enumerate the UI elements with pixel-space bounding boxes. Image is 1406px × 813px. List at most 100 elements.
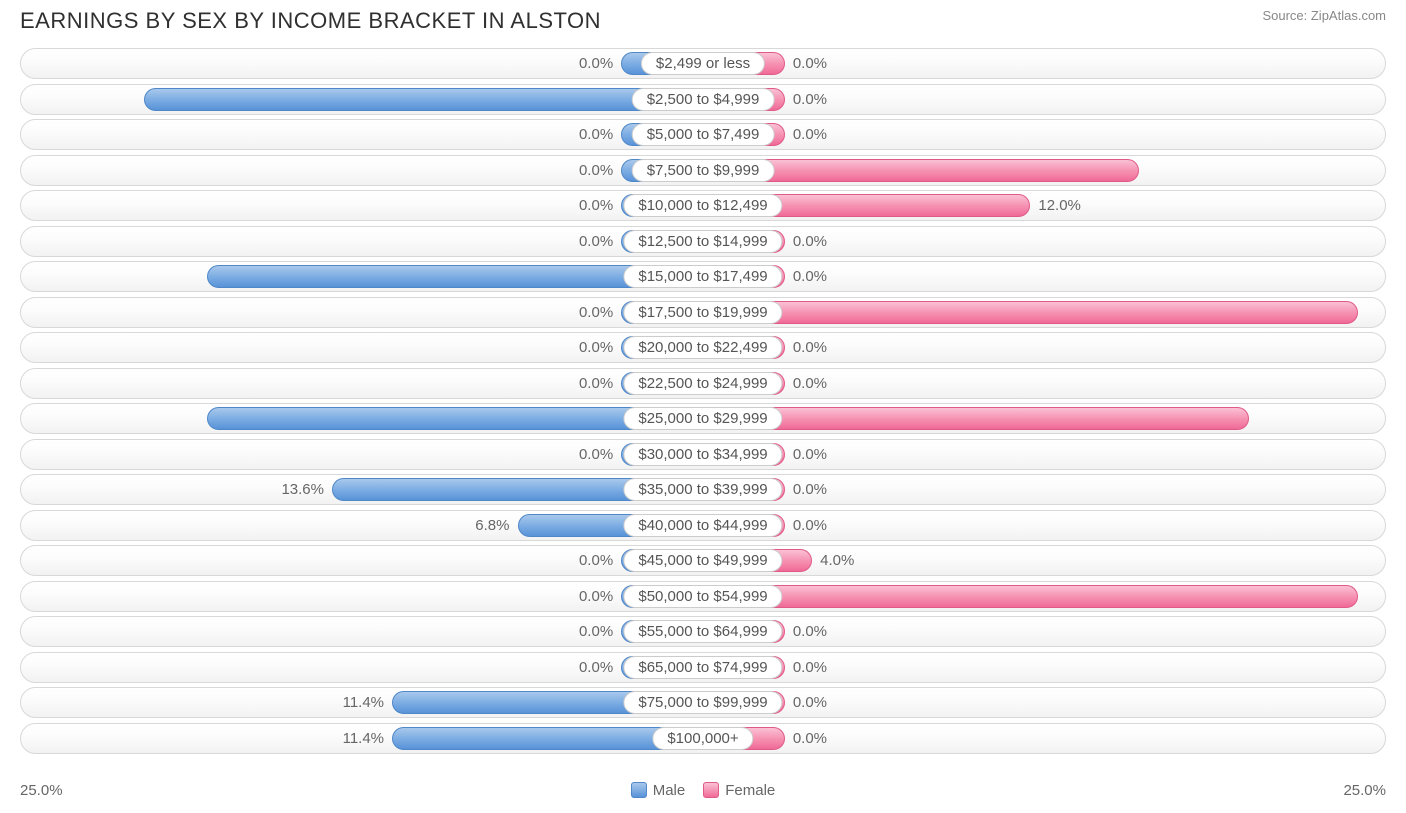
male-value: 0.0%: [579, 582, 613, 612]
category-label: $20,000 to $22,499: [623, 336, 782, 359]
female-value: 0.0%: [793, 85, 827, 115]
male-half: 0.0%: [21, 227, 703, 256]
male-half: 20.5%: [21, 85, 703, 114]
chart-row: 20.5% 0.0% $2,500 to $4,999: [20, 84, 1386, 115]
category-label: $25,000 to $29,999: [623, 407, 782, 430]
category-label: $45,000 to $49,999: [623, 549, 782, 572]
female-value: 0.0%: [793, 511, 827, 541]
male-value: 0.0%: [579, 333, 613, 363]
female-half: 0.0%: [703, 475, 1385, 504]
category-label: $10,000 to $12,499: [623, 194, 782, 217]
chart-row: 18.2%0.0%$15,000 to $17,499: [20, 261, 1386, 292]
female-value: 0.0%: [793, 227, 827, 257]
category-label: $100,000+: [652, 727, 753, 750]
category-label: $2,499 or less: [641, 52, 765, 75]
category-label: $22,500 to $24,999: [623, 372, 782, 395]
male-value: 0.0%: [579, 440, 613, 470]
male-half: 0.0%: [21, 582, 703, 611]
male-value: 0.0%: [579, 298, 613, 328]
male-value: 0.0%: [579, 49, 613, 79]
female-value: 24.0%: [703, 298, 1358, 328]
chart-row: 0.0%24.0%$17,500 to $19,999: [20, 297, 1386, 328]
female-value: 0.0%: [793, 688, 827, 718]
category-label: $2,500 to $4,999: [632, 88, 775, 111]
male-value: 0.0%: [579, 653, 613, 683]
female-value: 12.0%: [1038, 191, 1081, 221]
female-half: 12.0%: [703, 191, 1385, 220]
legend: Male Female: [631, 782, 776, 799]
male-half: 0.0%: [21, 156, 703, 185]
chart-row: 0.0% 12.0% $10,000 to $12,499: [20, 190, 1386, 221]
category-label: $5,000 to $7,499: [632, 123, 775, 146]
female-half: 0.0%: [703, 688, 1385, 717]
female-half: 0.0%: [703, 120, 1385, 149]
female-value: 0.0%: [793, 617, 827, 647]
male-value: 20.5%: [144, 85, 703, 115]
male-half: 0.0%: [21, 617, 703, 646]
category-label: $65,000 to $74,999: [623, 656, 782, 679]
female-half: 0.0%: [703, 262, 1385, 291]
female-half: 0.0%: [703, 617, 1385, 646]
male-value: 13.6%: [281, 475, 324, 505]
female-half: 0.0%: [703, 511, 1385, 540]
female-half: 16.0%: [703, 156, 1385, 185]
category-label: $15,000 to $17,499: [623, 265, 782, 288]
male-half: 18.2%: [21, 404, 703, 433]
male-half: 0.0%: [21, 333, 703, 362]
chart-row: 0.0%0.0%$22,500 to $24,999: [20, 368, 1386, 399]
female-half: 0.0%: [703, 227, 1385, 256]
chart-title: EARNINGS BY SEX BY INCOME BRACKET IN ALS…: [20, 8, 601, 34]
swatch-female: [703, 782, 719, 798]
female-value: 24.0%: [703, 582, 1358, 612]
chart-area: 0.0%0.0%$2,499 or less20.5%0.0%$2,500 to…: [0, 38, 1406, 754]
chart-row: 6.8% 0.0% $40,000 to $44,999: [20, 510, 1386, 541]
female-half: 0.0%: [703, 653, 1385, 682]
female-half: 24.0%: [703, 582, 1385, 611]
male-half: 13.6%: [21, 475, 703, 504]
male-half: 0.0%: [21, 120, 703, 149]
female-half: 0.0%: [703, 724, 1385, 753]
swatch-male: [631, 782, 647, 798]
legend-item-male: Male: [631, 782, 686, 799]
axis-max-left: 25.0%: [20, 782, 63, 799]
category-label: $7,500 to $9,999: [632, 159, 775, 182]
male-half: 0.0%: [21, 191, 703, 220]
chart-row: 0.0% 0.0% $20,000 to $22,499: [20, 332, 1386, 363]
male-half: 6.8%: [21, 511, 703, 540]
female-value: 0.0%: [793, 724, 827, 754]
chart-row: 18.2%20.0%$25,000 to $29,999: [20, 403, 1386, 434]
female-half: 0.0%: [703, 440, 1385, 469]
female-value: 0.0%: [793, 653, 827, 683]
chart-row: 0.0%0.0%$12,500 to $14,999: [20, 226, 1386, 257]
category-label: $30,000 to $34,999: [623, 443, 782, 466]
chart-row: 0.0% 4.0% $45,000 to $49,999: [20, 545, 1386, 576]
female-value: 20.0%: [703, 404, 1249, 434]
chart-row: 0.0%16.0%$7,500 to $9,999: [20, 155, 1386, 186]
male-half: 0.0%: [21, 546, 703, 575]
legend-label-male: Male: [653, 782, 686, 799]
legend-label-female: Female: [725, 782, 775, 799]
male-value: 0.0%: [579, 617, 613, 647]
chart-source: Source: ZipAtlas.com: [1262, 8, 1386, 23]
chart-row: 0.0%0.0%$5,000 to $7,499: [20, 119, 1386, 150]
female-value: 0.0%: [793, 475, 827, 505]
male-half: 11.4%: [21, 688, 703, 717]
chart-row: 13.6% 0.0% $35,000 to $39,999: [20, 474, 1386, 505]
chart-header: EARNINGS BY SEX BY INCOME BRACKET IN ALS…: [0, 0, 1406, 38]
category-label: $40,000 to $44,999: [623, 514, 782, 537]
female-half: 0.0%: [703, 369, 1385, 398]
female-half: 24.0%: [703, 298, 1385, 327]
chart-row: 11.4%0.0%$100,000+: [20, 723, 1386, 754]
female-value: 0.0%: [793, 333, 827, 363]
male-value: 0.0%: [579, 227, 613, 257]
female-value: 0.0%: [793, 369, 827, 399]
female-value: 0.0%: [793, 49, 827, 79]
category-label: $35,000 to $39,999: [623, 478, 782, 501]
male-value: 0.0%: [579, 191, 613, 221]
female-half: 0.0%: [703, 49, 1385, 78]
male-half: 18.2%: [21, 262, 703, 291]
chart-row: 0.0% 0.0% $2,499 or less: [20, 48, 1386, 79]
male-half: 0.0%: [21, 49, 703, 78]
female-value: 4.0%: [820, 546, 854, 576]
female-half: 20.0%: [703, 404, 1385, 433]
